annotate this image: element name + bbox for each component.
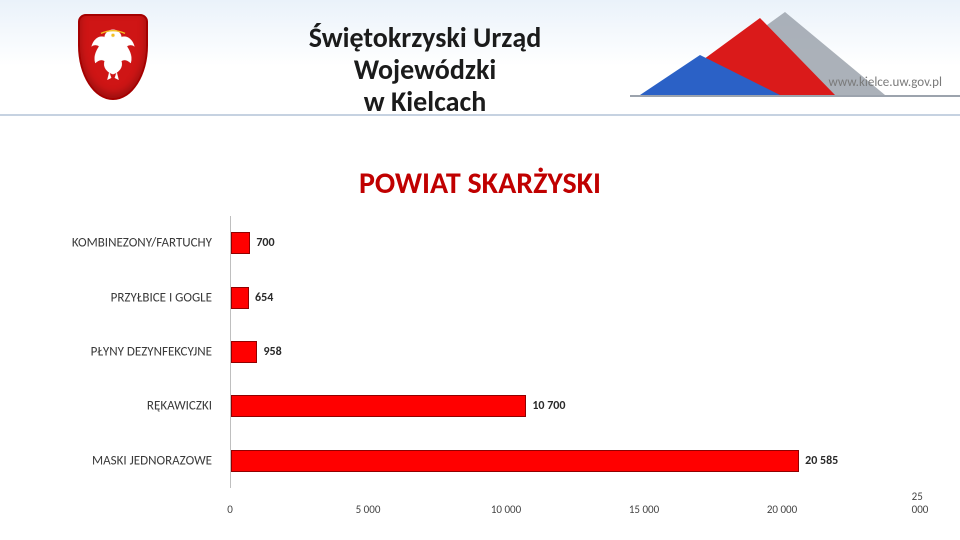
category-label: PŁYNY DEZYNFEKCYJNE bbox=[50, 345, 220, 360]
category-label: PRZYŁBICE I GOGLE bbox=[50, 290, 220, 305]
bar-value: 700 bbox=[256, 236, 274, 250]
org-title-line2: w Kielcach bbox=[240, 86, 610, 118]
category-label: MASKI JEDNORAZOWE bbox=[50, 453, 220, 468]
category-label: KOMBINEZONY/FARTUCHY bbox=[50, 236, 220, 251]
site-logo: www.kielce.uw.gov.pl bbox=[630, 0, 960, 110]
national-emblem bbox=[78, 14, 148, 100]
bar-value: 20 585 bbox=[805, 454, 838, 468]
plot-area: 700 654 958 10 700 20 585 bbox=[230, 216, 920, 488]
bar bbox=[231, 232, 250, 254]
x-tick: 10 000 bbox=[491, 503, 521, 516]
triangles-icon bbox=[630, 0, 960, 110]
x-tick: 20 000 bbox=[767, 503, 797, 516]
bar bbox=[231, 450, 799, 472]
y-axis-labels: KOMBINEZONY/FARTUCHY PRZYŁBICE I GOGLE P… bbox=[50, 216, 220, 488]
site-url-prefix: www. bbox=[829, 75, 859, 90]
bar-value: 10 700 bbox=[532, 399, 565, 413]
eagle-icon bbox=[88, 26, 138, 83]
bar bbox=[231, 395, 526, 417]
org-title-line1: Świętokrzyski Urząd Wojewódzki bbox=[240, 22, 610, 86]
bar bbox=[231, 341, 257, 363]
emblem-shield bbox=[78, 14, 148, 100]
org-title: Świętokrzyski Urząd Wojewódzki w Kielcac… bbox=[240, 22, 610, 119]
x-tick: 0 bbox=[227, 503, 233, 516]
bar bbox=[231, 287, 249, 309]
category-label: RĘKAWICZKI bbox=[50, 399, 220, 414]
chart: KOMBINEZONY/FARTUCHY PRZYŁBICE I GOGLE P… bbox=[50, 216, 920, 516]
x-tick: 15 000 bbox=[629, 503, 659, 516]
site-url-main: kielce.uw.gov.pl bbox=[859, 75, 942, 90]
x-tick: 25 000 bbox=[912, 490, 929, 516]
site-url: www.kielce.uw.gov.pl bbox=[829, 75, 942, 90]
x-tick: 5 000 bbox=[356, 503, 381, 516]
bar-value: 654 bbox=[255, 291, 273, 305]
header: Świętokrzyski Urząd Wojewódzki w Kielcac… bbox=[0, 0, 960, 120]
chart-title: POWIAT SKARŻYSKI bbox=[0, 165, 960, 202]
bar-value: 958 bbox=[263, 345, 281, 359]
